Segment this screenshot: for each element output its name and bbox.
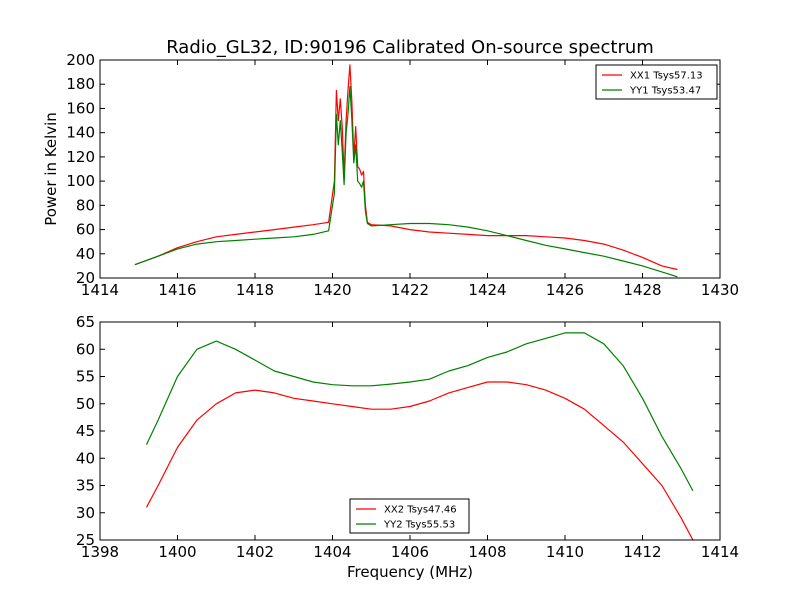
bottom-chart-xlabel: Frequency (MHz) bbox=[347, 563, 473, 581]
top-chart-title: Radio_GL32, ID:90196 Calibrated On-sourc… bbox=[166, 37, 654, 58]
top-xtick-label: 1426 bbox=[546, 281, 584, 299]
bottom-ytick-label: 50 bbox=[76, 395, 95, 413]
bottom-ytick-label: 25 bbox=[76, 531, 95, 549]
bottom-ytick-label: 40 bbox=[76, 449, 95, 467]
top-ytick-label: 60 bbox=[76, 221, 95, 239]
top-ytick-label: 140 bbox=[66, 124, 95, 142]
top-xtick-label: 1418 bbox=[236, 281, 274, 299]
bottom-ytick-label: 65 bbox=[76, 313, 95, 331]
bottom-legend-box bbox=[349, 498, 470, 534]
top-xtick-label: 1422 bbox=[391, 281, 429, 299]
bottom-legend: XX2 Tsys47.46 YY2 Tsys55.53 bbox=[349, 498, 470, 534]
top-legend-label-0: XX1 Tsys57.13 bbox=[630, 71, 703, 82]
top-xtick-label: 1416 bbox=[158, 281, 196, 299]
top-ytick-label: 160 bbox=[66, 99, 95, 117]
bottom-ytick-label: 30 bbox=[76, 504, 95, 522]
top-ytick-label: 180 bbox=[66, 75, 95, 93]
top-legend-box bbox=[595, 64, 718, 100]
top-ytick-label: 40 bbox=[76, 245, 95, 263]
bottom-series-line-0 bbox=[145, 381, 694, 540]
bottom-series-line-1 bbox=[145, 332, 694, 492]
top-chart: 1414 1416 1418 1420 1422 1424 1426 1428 1430 20 40… bbox=[66, 51, 739, 299]
bottom-ytick-label: 55 bbox=[76, 368, 95, 386]
bottom-xtick-label: 1414 bbox=[701, 543, 739, 561]
top-series-line-1 bbox=[134, 85, 678, 278]
top-xtick-label: 1420 bbox=[313, 281, 351, 299]
bottom-xtick-label: 1412 bbox=[623, 543, 661, 561]
bottom-chart: 1398 1400 1402 1404 1406 1408 1410 1412 1414 25 30… bbox=[76, 313, 739, 561]
top-xtick-label: 1428 bbox=[623, 281, 661, 299]
top-xtick-label: 1430 bbox=[701, 281, 739, 299]
bottom-xtick-label: 1402 bbox=[236, 543, 274, 561]
bottom-ytick-label: 35 bbox=[76, 477, 95, 495]
bottom-xtick-label: 1400 bbox=[158, 543, 196, 561]
bottom-xtick-label: 1410 bbox=[546, 543, 584, 561]
top-series-line-0 bbox=[134, 64, 678, 271]
top-chart-ylabel: Power in Kelvin bbox=[42, 112, 60, 226]
top-legend-label-1: YY1 Tsys53.47 bbox=[629, 86, 701, 97]
bottom-legend-label-1: YY2 Tsys55.53 bbox=[383, 520, 455, 531]
bottom-xtick-label: 1406 bbox=[391, 543, 429, 561]
top-xtick-label: 1414 bbox=[81, 281, 119, 299]
top-ytick-label: 120 bbox=[66, 148, 95, 166]
top-xtick-label: 1424 bbox=[468, 281, 506, 299]
bottom-xtick-label: 1408 bbox=[468, 543, 506, 561]
top-ytick-label: 200 bbox=[66, 51, 95, 69]
bottom-xtick-label: 1398 bbox=[81, 543, 119, 561]
bottom-ytick-label: 45 bbox=[76, 422, 95, 440]
top-ytick-label: 100 bbox=[66, 172, 95, 190]
top-legend: XX1 Tsys57.13 YY1 Tsys53.47 bbox=[595, 64, 718, 100]
top-ytick-label: 20 bbox=[76, 269, 95, 287]
top-ytick-label: 80 bbox=[76, 196, 95, 214]
bottom-xtick-label: 1404 bbox=[313, 543, 351, 561]
bottom-ytick-label: 60 bbox=[76, 340, 95, 358]
bottom-legend-label-0: XX2 Tsys47.46 bbox=[384, 505, 457, 516]
